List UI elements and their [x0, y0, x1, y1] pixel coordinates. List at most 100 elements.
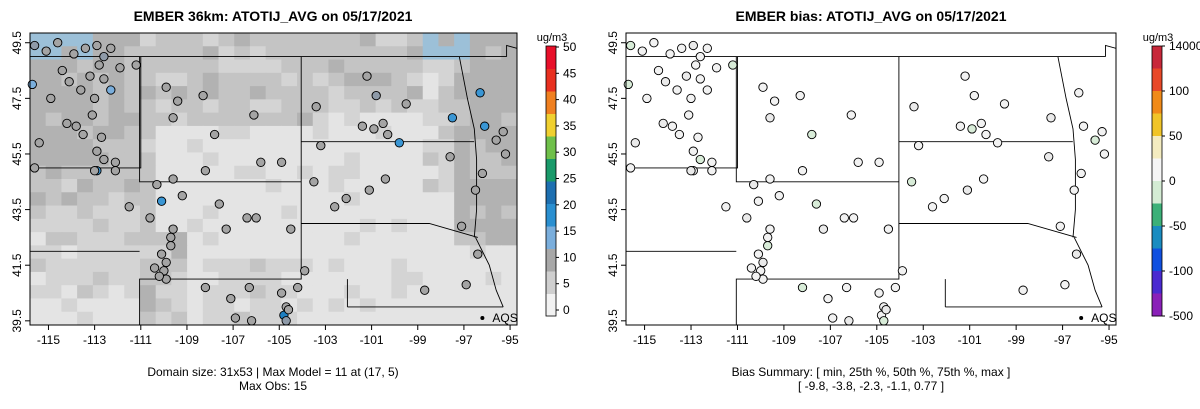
- field-cell: [375, 205, 392, 220]
- field-cell: [139, 139, 157, 154]
- observation-point: [89, 166, 100, 176]
- state-border: [735, 56, 899, 183]
- field-cell: [328, 152, 345, 167]
- observation-point: [62, 118, 72, 129]
- bias-point: [846, 110, 856, 120]
- field-cell: [202, 179, 220, 193]
- field-cell: [61, 205, 78, 220]
- observation-point: [173, 96, 183, 106]
- field-cell: [407, 271, 424, 286]
- field-cell: [45, 179, 63, 193]
- field-cell: [77, 139, 94, 154]
- field-cell: [391, 271, 408, 286]
- state-border: [458, 56, 478, 238]
- observation-point: [76, 85, 86, 95]
- field-cell: [61, 139, 78, 154]
- field-cell: [469, 192, 487, 207]
- field-cell: [61, 179, 78, 193]
- field-cell: [344, 112, 361, 127]
- field-cell: [422, 139, 440, 154]
- observation-point: [110, 157, 121, 167]
- observation-point: [198, 90, 208, 101]
- field-cell: [234, 179, 251, 193]
- field-cell: [234, 72, 251, 87]
- field-cell: [187, 245, 204, 260]
- field-cell: [139, 285, 157, 300]
- bias-point: [769, 96, 780, 106]
- field-cell: [312, 245, 330, 260]
- field-cell: [312, 72, 330, 87]
- field-cell: [202, 46, 220, 61]
- field-cell: [454, 179, 471, 193]
- field-cell: [218, 205, 235, 220]
- colorbar-swatch: [1152, 293, 1162, 317]
- observation-point: [166, 232, 176, 243]
- field-cell: [422, 86, 440, 100]
- field-cell: [407, 72, 424, 87]
- field-cell: [297, 46, 314, 61]
- observation-point: [378, 118, 388, 129]
- field-cell: [77, 192, 94, 207]
- observation-point: [99, 74, 109, 84]
- observation-point: [447, 113, 458, 123]
- field-cell: [391, 311, 408, 325]
- field-cell: [485, 72, 502, 87]
- field-cell: [328, 179, 345, 193]
- x-tick-label: -107: [818, 333, 842, 347]
- field-cell: [45, 192, 63, 207]
- domain-caption: Domain size: 31x53 | Max Model = 11 at (…: [147, 365, 398, 379]
- colorbar: 14000 100 50 0 -50 -100 -500: [1151, 39, 1200, 323]
- bias-point: [969, 90, 979, 101]
- x-tick-label: -109: [175, 333, 199, 347]
- field-cell: [359, 192, 377, 207]
- field-cell: [30, 125, 47, 140]
- bias-point: [749, 179, 759, 190]
- x-tick-label: -101: [360, 333, 384, 347]
- field-cell: [108, 112, 125, 127]
- field-cell: [407, 298, 424, 313]
- field-cell: [124, 218, 141, 233]
- observation-point: [124, 202, 134, 212]
- field-cell: [265, 72, 282, 87]
- field-cell: [328, 139, 345, 154]
- y-tick-label: 39.5: [10, 309, 24, 333]
- observation-point: [34, 138, 44, 148]
- observation-point: [87, 110, 97, 120]
- field-cell: [202, 59, 220, 74]
- bias-point: [625, 163, 636, 173]
- x-tick-label: -97: [455, 333, 473, 347]
- field-cell: [61, 285, 78, 300]
- field-cell: [312, 33, 330, 47]
- bias-point: [797, 166, 808, 176]
- field-cell: [438, 245, 455, 260]
- field-cell: [234, 165, 251, 180]
- field-cell: [469, 205, 487, 220]
- field-cell: [501, 271, 517, 286]
- y-tick-label: 39.5: [606, 309, 620, 333]
- field-cell: [485, 99, 502, 114]
- field-cell: [249, 72, 267, 87]
- field-cell: [45, 72, 63, 87]
- field-cell: [45, 165, 63, 180]
- bias-point: [642, 93, 652, 104]
- state-border: [30, 33, 31, 36]
- bias-point: [992, 138, 1003, 148]
- bias-point: [623, 79, 633, 90]
- bias-point: [927, 202, 938, 212]
- field-cell: [312, 165, 330, 180]
- bias-point: [667, 121, 678, 131]
- field-cell: [265, 298, 282, 313]
- field-cell: [454, 125, 471, 140]
- field-cell: [108, 192, 125, 207]
- observation-point: [168, 224, 178, 234]
- colorbar-tick-label: 0: [1169, 174, 1176, 188]
- observation-point: [110, 166, 121, 176]
- field-cell: [469, 285, 487, 300]
- field-cell: [30, 192, 47, 207]
- field-cell: [359, 165, 377, 180]
- field-cell: [249, 192, 267, 207]
- bias-point: [906, 177, 917, 187]
- observation-point: [177, 191, 187, 201]
- field-cell: [139, 112, 157, 127]
- field-cell: [344, 72, 361, 87]
